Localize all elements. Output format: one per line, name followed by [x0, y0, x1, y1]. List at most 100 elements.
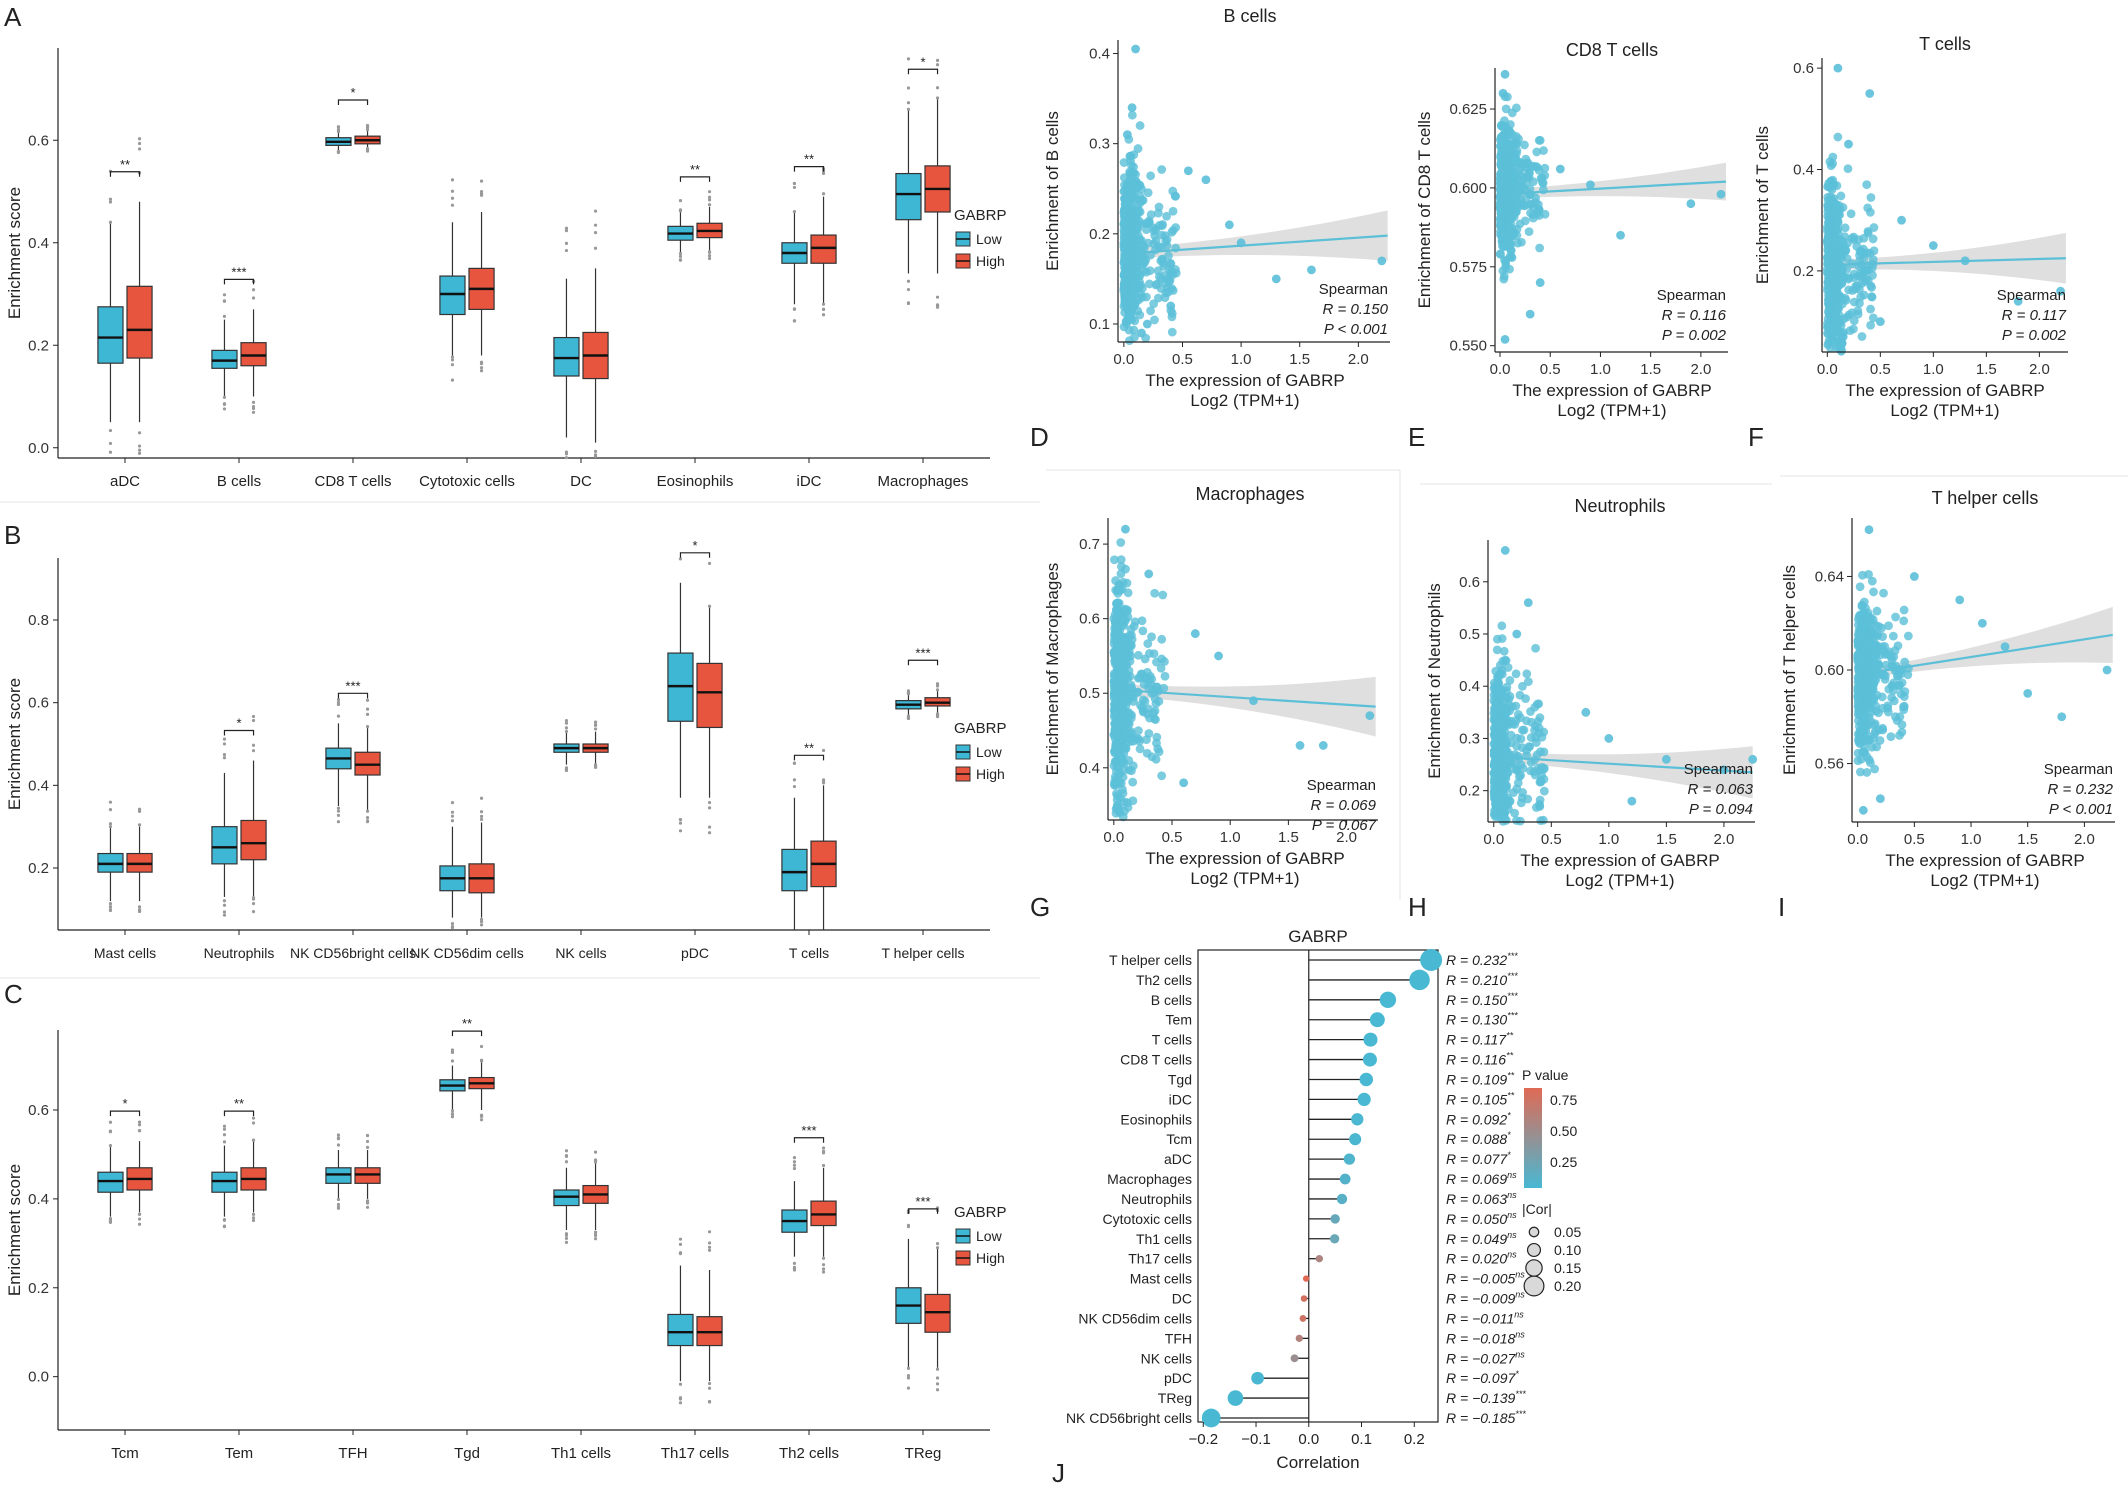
- y-tick-label: 0.4: [1459, 678, 1480, 695]
- low-outlier: [564, 229, 569, 233]
- y-tick-label: 0.8: [28, 612, 49, 629]
- data-point: [1121, 524, 1130, 534]
- x-tick-label: 1.5: [1278, 829, 1299, 846]
- high-outlier: [251, 714, 256, 719]
- fit-line: [1123, 234, 1388, 255]
- data-point: [1519, 725, 1529, 735]
- data-point: [1903, 631, 1913, 641]
- data-point: [1165, 276, 1175, 285]
- row-sig: ns: [1507, 1210, 1517, 1220]
- legend-A: GABRP Low High: [954, 207, 1007, 269]
- data-point: [1627, 796, 1637, 806]
- high-outlier: [707, 190, 712, 194]
- high-outlier: [821, 307, 826, 311]
- data-point: [1120, 667, 1130, 677]
- data-point: [1865, 207, 1875, 217]
- x-tick-label: 0.5: [1162, 829, 1183, 846]
- low-outlier: [564, 729, 569, 734]
- box-group-nk-cells: NK cells: [553, 718, 609, 961]
- data-point: [1116, 569, 1126, 579]
- data-point: [1110, 649, 1119, 658]
- data-point: [1515, 180, 1525, 190]
- data-point: [1825, 231, 1835, 241]
- data-point: [1869, 734, 1879, 743]
- data-point: [1119, 218, 1129, 228]
- data-point: [1123, 588, 1133, 598]
- data-point: [1109, 680, 1119, 690]
- data-point: [1494, 742, 1504, 751]
- data-point: [1111, 605, 1121, 615]
- data-point: [1307, 265, 1316, 275]
- high-outlier: [821, 1267, 826, 1271]
- data-point: [1145, 279, 1154, 289]
- data-point: [1869, 587, 1878, 597]
- y-tick-label: 0.625: [1449, 101, 1487, 118]
- data-point: [1539, 747, 1549, 757]
- scatter-panel-D: 0.0 0.5 1.0 1.5 2.0 0.1 0.2 0.3 0.4 B cells Enrich…: [1043, 6, 1390, 410]
- data-point: [1123, 275, 1133, 285]
- x-tick-label: 0.0: [1483, 831, 1504, 848]
- high-outlier: [593, 230, 598, 235]
- data-point: [1110, 730, 1120, 739]
- row-label: pDC: [1164, 1370, 1192, 1386]
- y-tick-label: 0.5: [1459, 626, 1480, 643]
- high-outlier: [251, 404, 256, 409]
- low-outlier: [222, 1225, 227, 1229]
- lollipop-dot: [1357, 1092, 1371, 1107]
- data-point: [1867, 292, 1877, 302]
- low-outlier: [906, 287, 911, 292]
- high-outlier: [479, 814, 484, 819]
- data-point: [1162, 211, 1172, 221]
- row-label: aDC: [1164, 1151, 1192, 1167]
- low-outlier: [222, 756, 227, 760]
- lollipop-row: T helper cells R = 0.232***: [1109, 949, 1518, 971]
- lollipop-row: Tem R = 0.130***: [1166, 1011, 1519, 1028]
- data-point: [1160, 293, 1170, 303]
- high-outlier: [365, 125, 370, 129]
- data-point: [1116, 538, 1126, 547]
- y-tick-label: 0.4: [28, 777, 49, 794]
- high-outlier: [707, 256, 712, 261]
- legend-tick: 0.75: [1550, 1092, 1577, 1108]
- y-tick-label: 0.3: [1089, 136, 1110, 153]
- row-label: DC: [1172, 1291, 1192, 1307]
- lollipop-row: pDC R = −0.097*: [1164, 1369, 1519, 1386]
- data-point: [1127, 110, 1137, 120]
- data-point: [1865, 89, 1875, 98]
- data-point: [1833, 224, 1843, 233]
- high-box: [240, 342, 267, 367]
- data-point: [1164, 251, 1173, 261]
- stats-r: R = 0.069: [1311, 797, 1377, 814]
- data-point: [1140, 654, 1150, 664]
- data-point: [1496, 690, 1506, 700]
- data-point: [1143, 639, 1153, 649]
- data-point: [1138, 695, 1148, 705]
- low-outlier: [678, 1252, 683, 1256]
- low-outlier: [450, 1048, 455, 1052]
- data-point: [1144, 569, 1154, 579]
- data-point: [1505, 675, 1515, 685]
- low-outlier: [336, 1197, 341, 1202]
- data-point: [1848, 324, 1858, 334]
- legend-title: GABRP: [954, 1204, 1007, 1221]
- data-point: [1826, 183, 1835, 193]
- data-point: [1855, 582, 1865, 592]
- data-point: [1115, 580, 1124, 590]
- low-outlier: [792, 1268, 797, 1272]
- low-outlier: [792, 181, 797, 186]
- data-point: [1856, 246, 1866, 256]
- data-point: [1500, 546, 1510, 555]
- data-point: [1159, 683, 1169, 693]
- data-point: [1151, 236, 1161, 246]
- high-outlier: [593, 1233, 598, 1238]
- data-point: [1536, 777, 1546, 787]
- data-point: [1224, 220, 1234, 230]
- high-outlier: [935, 86, 940, 90]
- data-point: [1498, 176, 1508, 186]
- scatter-panel-H: 0.0 0.5 1.0 1.5 2.0 0.2 0.3 0.4 0.5 0.6 Neutrophil…: [1425, 496, 1758, 890]
- data-point: [1120, 721, 1130, 730]
- data-point: [1825, 225, 1835, 235]
- high-outlier: [821, 781, 826, 785]
- points: [1489, 546, 1758, 826]
